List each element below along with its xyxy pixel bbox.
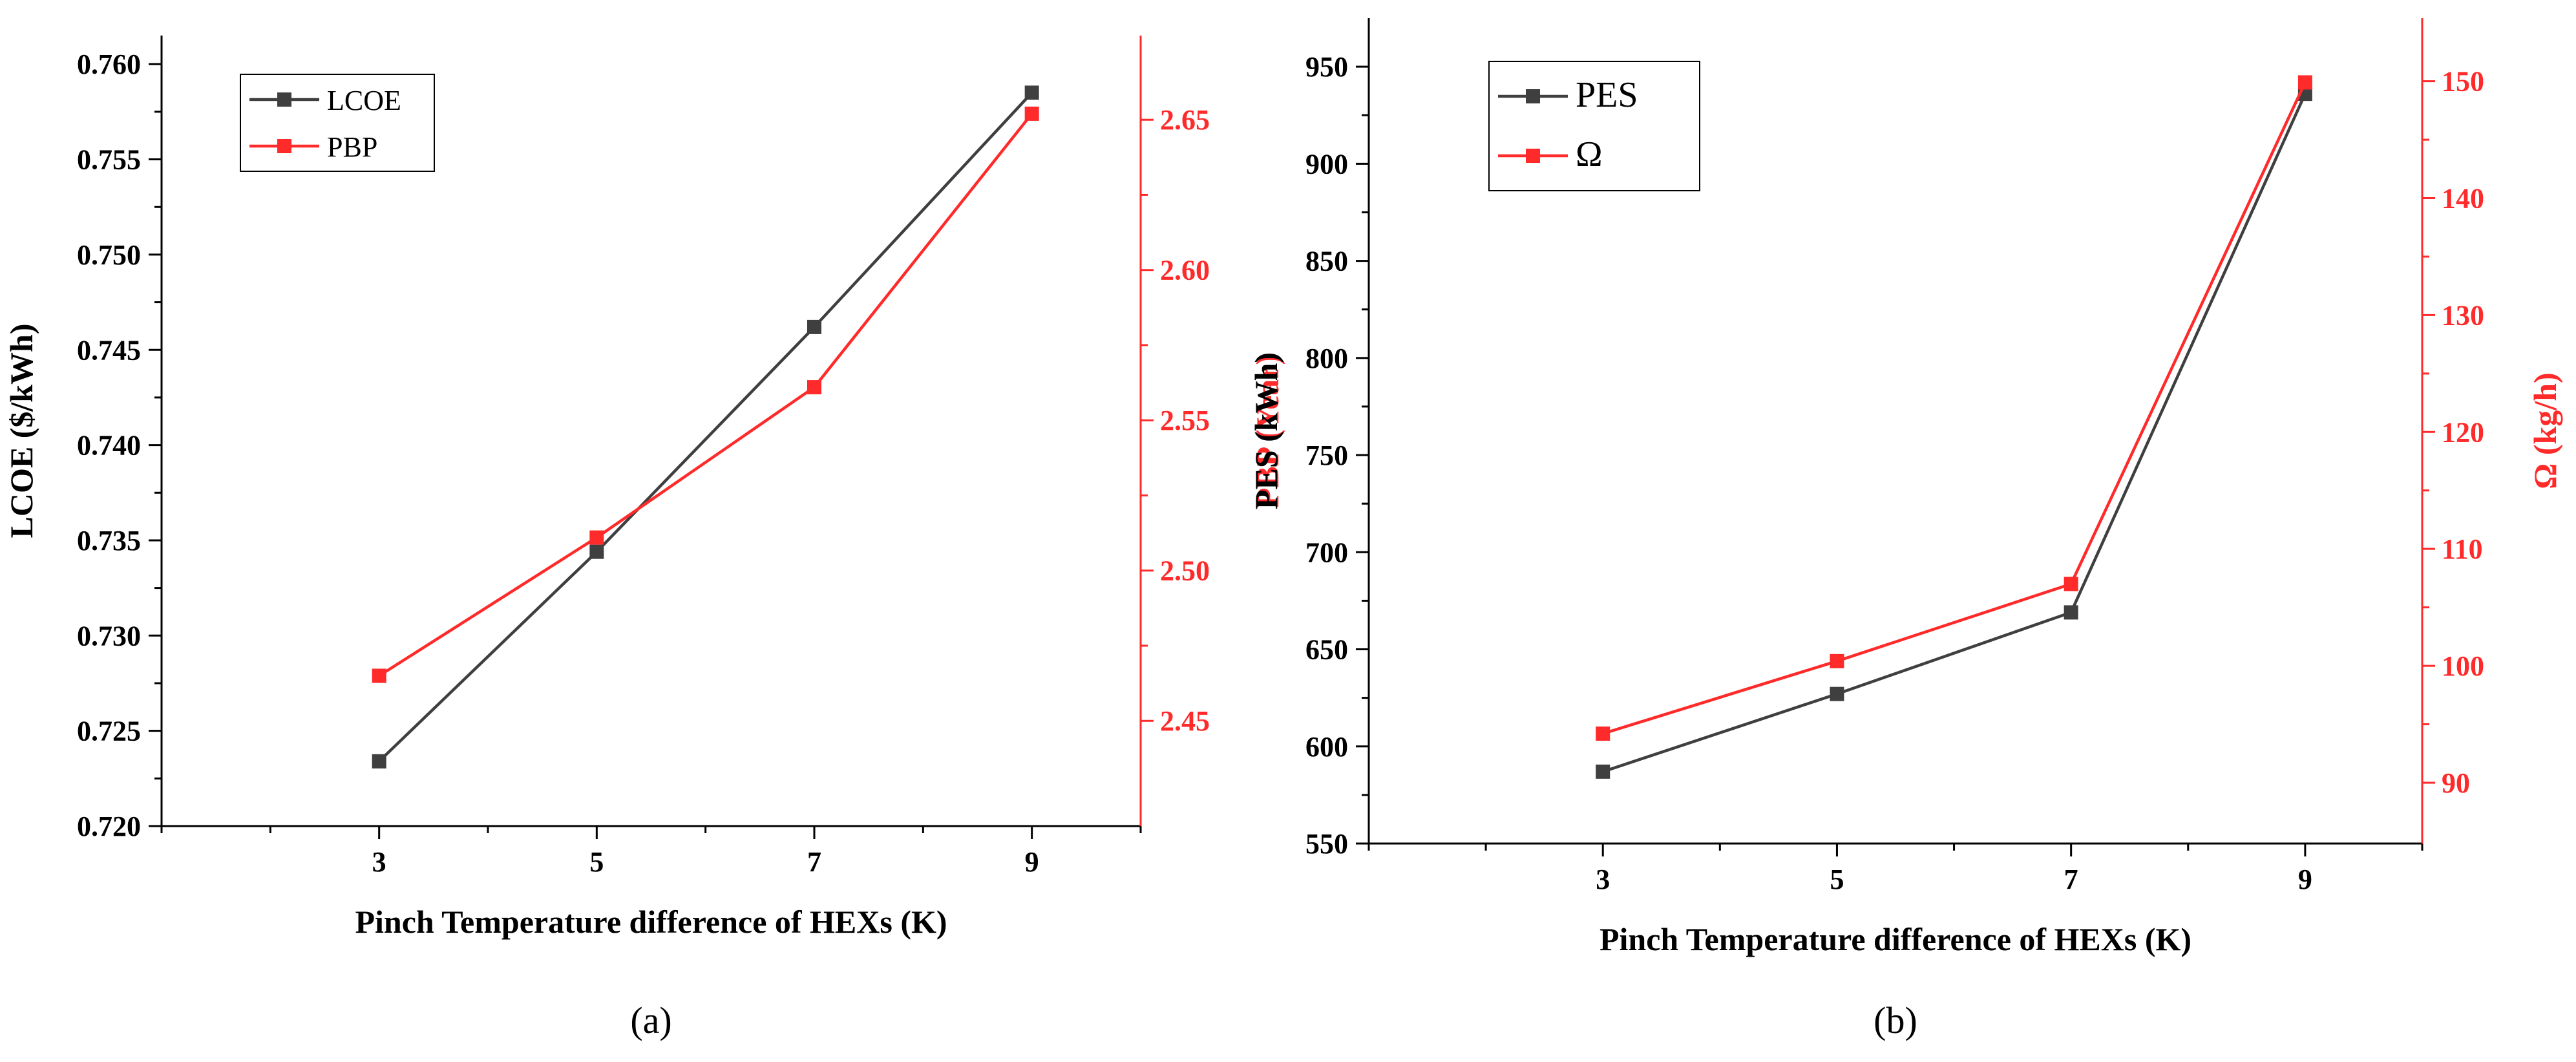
left-tick-label: 750	[1305, 440, 1348, 471]
right-tick-label: 2.50	[1160, 555, 1210, 587]
left-axis-title: PES (kWh)	[1248, 352, 1284, 509]
data-point-pbp	[1024, 106, 1039, 121]
series-line-pbp	[378, 112, 1033, 677]
data-point-pbp	[807, 380, 821, 395]
left-tick-label: 900	[1305, 148, 1348, 180]
data-point-omega	[2297, 75, 2312, 90]
left-tick-label: 0.725	[77, 716, 141, 747]
legend-swatch-marker	[1526, 149, 1540, 163]
left-tick-label: 0.740	[77, 430, 141, 462]
data-point-pbp	[589, 530, 604, 545]
x-tick-label: 5	[1830, 864, 1844, 895]
x-axis-title: Pinch Temperature difference of HEXs (K)	[1599, 921, 2191, 957]
legend-label: Ω	[1576, 134, 1603, 175]
series-line-omega	[1602, 81, 2307, 736]
right-tick-label: 2.45	[1160, 705, 1210, 737]
x-tick-label: 9	[2298, 864, 2312, 895]
x-tick-label: 5	[589, 846, 604, 878]
left-tick-label: 950	[1305, 51, 1348, 83]
data-point-lcoe	[807, 319, 821, 334]
left-tick-label: 0.730	[77, 620, 141, 652]
right-tick-label: 90	[2442, 767, 2470, 799]
data-point-omega	[2064, 577, 2078, 591]
data-point-omega	[1830, 653, 1844, 668]
left-tick-label: 600	[1305, 731, 1348, 763]
right-tick-label: 150	[2442, 66, 2484, 98]
legend-swatch-marker	[1526, 89, 1540, 103]
data-point-pbp	[372, 668, 386, 683]
legend-swatch-marker	[277, 139, 291, 153]
series-line-lcoe	[378, 91, 1033, 763]
right-tick-label: 110	[2442, 533, 2483, 565]
data-point-pes	[1830, 686, 1844, 701]
right-axis-title: PBP (Year)	[1249, 354, 1285, 507]
x-tick-label: 7	[807, 846, 821, 878]
legend-label: PES	[1576, 75, 1638, 115]
right-tick-label: 2.55	[1160, 405, 1210, 436]
panel-label: (a)	[630, 999, 671, 1041]
legend-label: LCOE	[327, 85, 401, 116]
left-tick-label: 0.755	[77, 144, 141, 176]
x-tick-label: 3	[1596, 864, 1610, 895]
left-tick-label: 0.735	[77, 525, 141, 557]
legend-box	[1488, 61, 1700, 191]
x-tick-label: 9	[1025, 846, 1039, 878]
left-tick-label: 650	[1305, 634, 1348, 666]
x-axis-title: Pinch Temperature difference of HEXs (K)	[355, 904, 947, 940]
panel-label: (b)	[1874, 999, 1917, 1041]
chart-panel-a: 3 5 7 9 0.720 0.725 0.730 0.735 0.740 0.745 0.750 0…	[3, 36, 1285, 1041]
left-tick-label: 0.720	[77, 811, 141, 842]
right-tick-label: 2.60	[1160, 255, 1210, 286]
legend-box	[240, 74, 435, 172]
right-tick-label: 130	[2442, 299, 2484, 331]
x-tick-label: 7	[2064, 864, 2078, 895]
legend-label: PBP	[327, 131, 377, 163]
data-point-lcoe	[589, 544, 604, 559]
right-tick-label: 140	[2442, 183, 2484, 215]
left-tick-label: 550	[1305, 828, 1348, 860]
left-tick-label: 850	[1305, 246, 1348, 277]
data-point-pes	[2064, 605, 2078, 620]
right-tick-label: 120	[2442, 416, 2484, 448]
left-tick-label: 800	[1305, 343, 1348, 374]
right-axis-title: Ω (kg/h)	[2527, 372, 2563, 489]
left-tick-label: 0.760	[77, 48, 141, 80]
data-point-lcoe	[1024, 85, 1039, 100]
left-tick-label: 0.745	[77, 334, 141, 366]
left-axis-title: LCOE ($/kWh)	[3, 323, 39, 538]
left-tick-label: 0.750	[77, 239, 141, 271]
legend-swatch-marker	[277, 92, 291, 107]
data-point-omega	[1596, 726, 1610, 741]
chart-panel-b: 3 5 7 9 550 600 650 700 750 800 850 900 950 90 100 110 1…	[1248, 18, 2563, 1041]
data-point-pes	[1596, 764, 1610, 779]
right-tick-label: 100	[2442, 650, 2484, 682]
right-tick-label: 2.65	[1160, 104, 1210, 136]
left-tick-label: 700	[1305, 536, 1348, 568]
data-point-lcoe	[372, 754, 386, 769]
series-line-pes	[1602, 93, 2307, 773]
x-tick-label: 3	[372, 846, 386, 878]
